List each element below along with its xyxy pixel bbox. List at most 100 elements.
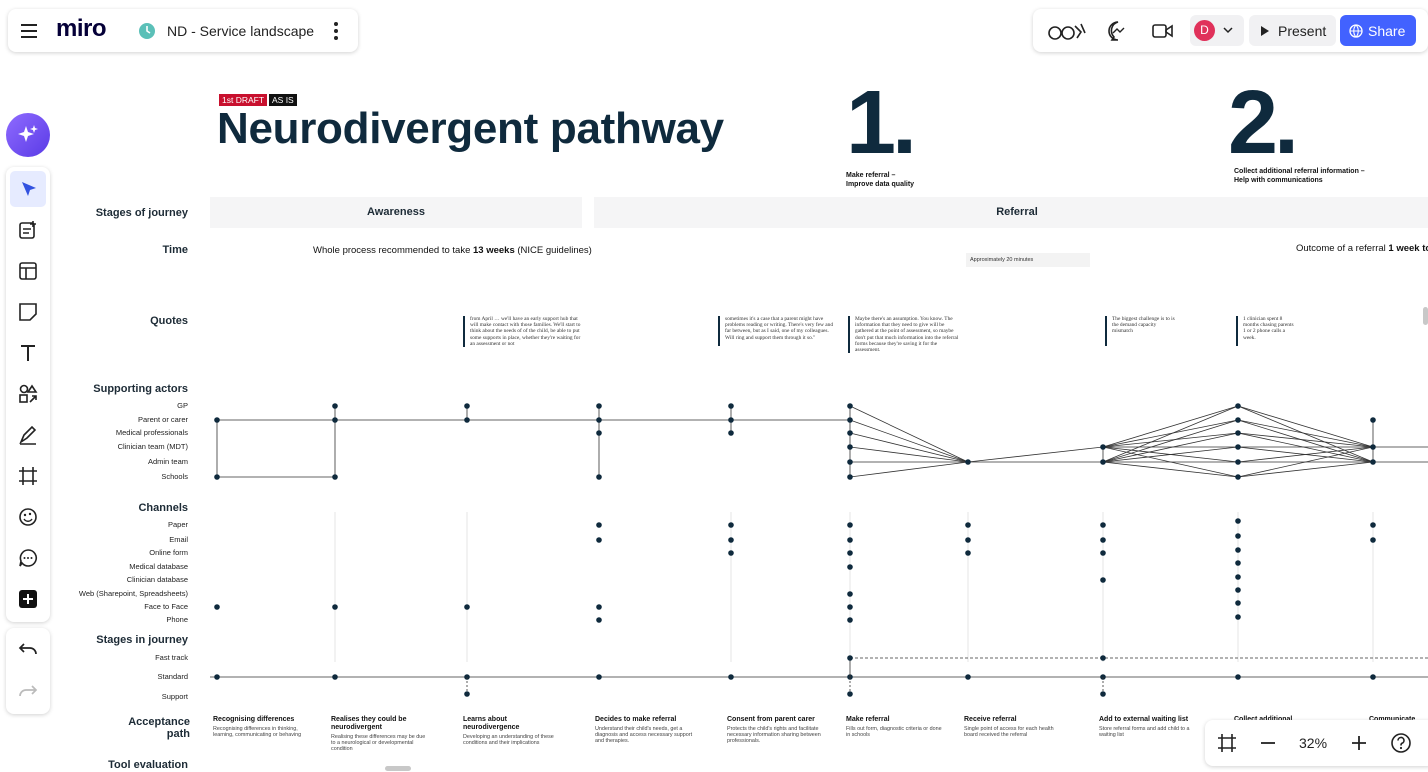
avatar: D [1194, 20, 1215, 41]
node [847, 617, 853, 623]
cursor-icon [22, 182, 36, 196]
row-label: Acceptance path [128, 716, 190, 740]
undo-button[interactable] [18, 642, 38, 658]
node [1235, 560, 1241, 566]
node [847, 430, 853, 436]
node [332, 604, 338, 610]
step-caption: Collect additional referral information … [1234, 168, 1365, 175]
node [1370, 459, 1376, 465]
connector [849, 432, 969, 463]
connector [1102, 446, 1239, 478]
actor-label: GP [177, 401, 188, 410]
help-button[interactable] [1390, 732, 1412, 754]
menu-icon[interactable] [20, 22, 38, 40]
chat-icon[interactable] [1108, 21, 1128, 41]
time-text: Whole process recommended to take 13 wee… [313, 245, 592, 256]
time-note: Approximately 20 minutes [966, 253, 1090, 267]
node [965, 459, 971, 465]
path-step-description: Developing an understanding of these con… [463, 734, 554, 747]
text-run: (NICE guidelines) [514, 245, 592, 256]
path-step-title: Make referral [846, 716, 890, 723]
more-tools[interactable] [18, 589, 38, 609]
node [596, 674, 602, 680]
scrollbar-v[interactable] [1423, 307, 1428, 325]
present-button[interactable]: Present [1249, 15, 1336, 46]
path-step-description: Recognising differences in thinking, lea… [213, 726, 302, 739]
row-label: Quotes [150, 315, 188, 327]
pen-tool[interactable] [18, 425, 38, 445]
zoom-level[interactable]: 32% [1299, 735, 1328, 751]
path-step-description: Understand their child's needs, get a di… [595, 726, 693, 745]
node [847, 591, 853, 597]
emoji-tool[interactable] [18, 507, 38, 527]
layout-tool[interactable] [18, 261, 38, 281]
node [214, 674, 220, 680]
connector [967, 446, 1104, 463]
row-label: Time [162, 244, 188, 256]
row-label: Tool evaluation [108, 759, 188, 771]
node [214, 474, 220, 480]
frame-tool[interactable] [18, 466, 38, 486]
node [464, 417, 470, 423]
node [1100, 444, 1106, 450]
shapes-tool[interactable] [18, 384, 38, 404]
node [332, 674, 338, 680]
avatar-menu[interactable]: D [1190, 15, 1244, 46]
sticky-tool[interactable] [18, 302, 38, 322]
ai-button[interactable] [6, 113, 50, 157]
node [1100, 537, 1106, 543]
node [1100, 577, 1106, 583]
row-label: Stages in journey [96, 634, 188, 646]
node [847, 604, 853, 610]
node [1100, 459, 1106, 465]
node [1235, 518, 1241, 524]
step-number: 2. [1228, 73, 1299, 173]
chevron [1223, 27, 1233, 34]
board-name[interactable]: ND - Service landscape [167, 23, 315, 39]
connector [1237, 405, 1374, 463]
comment-tool[interactable] [18, 548, 38, 568]
journey-stage-label: Fast track [155, 653, 188, 662]
node [847, 537, 853, 543]
connector [1237, 419, 1374, 448]
text-tool[interactable] [18, 343, 38, 363]
journey-stage-label: Support [161, 692, 188, 701]
node [1235, 547, 1241, 553]
channel-label: Online form [149, 548, 188, 557]
scrollbar[interactable] [385, 766, 411, 771]
share-button[interactable]: Share [1340, 15, 1416, 46]
connector [1102, 432, 1239, 463]
node [332, 417, 338, 423]
actor-label: Admin team [147, 457, 188, 466]
path-step-title: Add to external waiting list [1099, 716, 1189, 723]
node [965, 550, 971, 556]
node [965, 674, 971, 680]
redo-button[interactable] [18, 684, 38, 700]
node [1235, 444, 1241, 450]
node [728, 522, 734, 528]
zoom-in[interactable] [1349, 733, 1369, 753]
brand[interactable]: miro [56, 15, 107, 42]
video-icon[interactable] [1152, 23, 1174, 39]
zoom-out[interactable] [1258, 733, 1278, 753]
node [1235, 403, 1241, 409]
path-step-description: Store referral forms and add child to a … [1099, 726, 1190, 739]
draft-tag: 1st DRAFT [219, 94, 268, 106]
quote: sometimes it's a case that a parent migh… [718, 316, 837, 346]
node [596, 417, 602, 423]
path-step-title: Consent from parent carer [727, 716, 815, 723]
node [596, 403, 602, 409]
reactions-icon[interactable] [1047, 20, 1089, 42]
node [847, 691, 853, 697]
history-bar [6, 628, 50, 714]
more-icon[interactable] [331, 21, 341, 41]
top-actions: D Present Share [1033, 9, 1428, 52]
channel-label: Clinician database [126, 575, 188, 584]
node [1370, 537, 1376, 543]
templates-tool[interactable] [18, 220, 38, 240]
fit-button[interactable] [1217, 733, 1237, 753]
select-tool[interactable] [10, 171, 46, 207]
step-caption: Make referral – [846, 172, 896, 179]
